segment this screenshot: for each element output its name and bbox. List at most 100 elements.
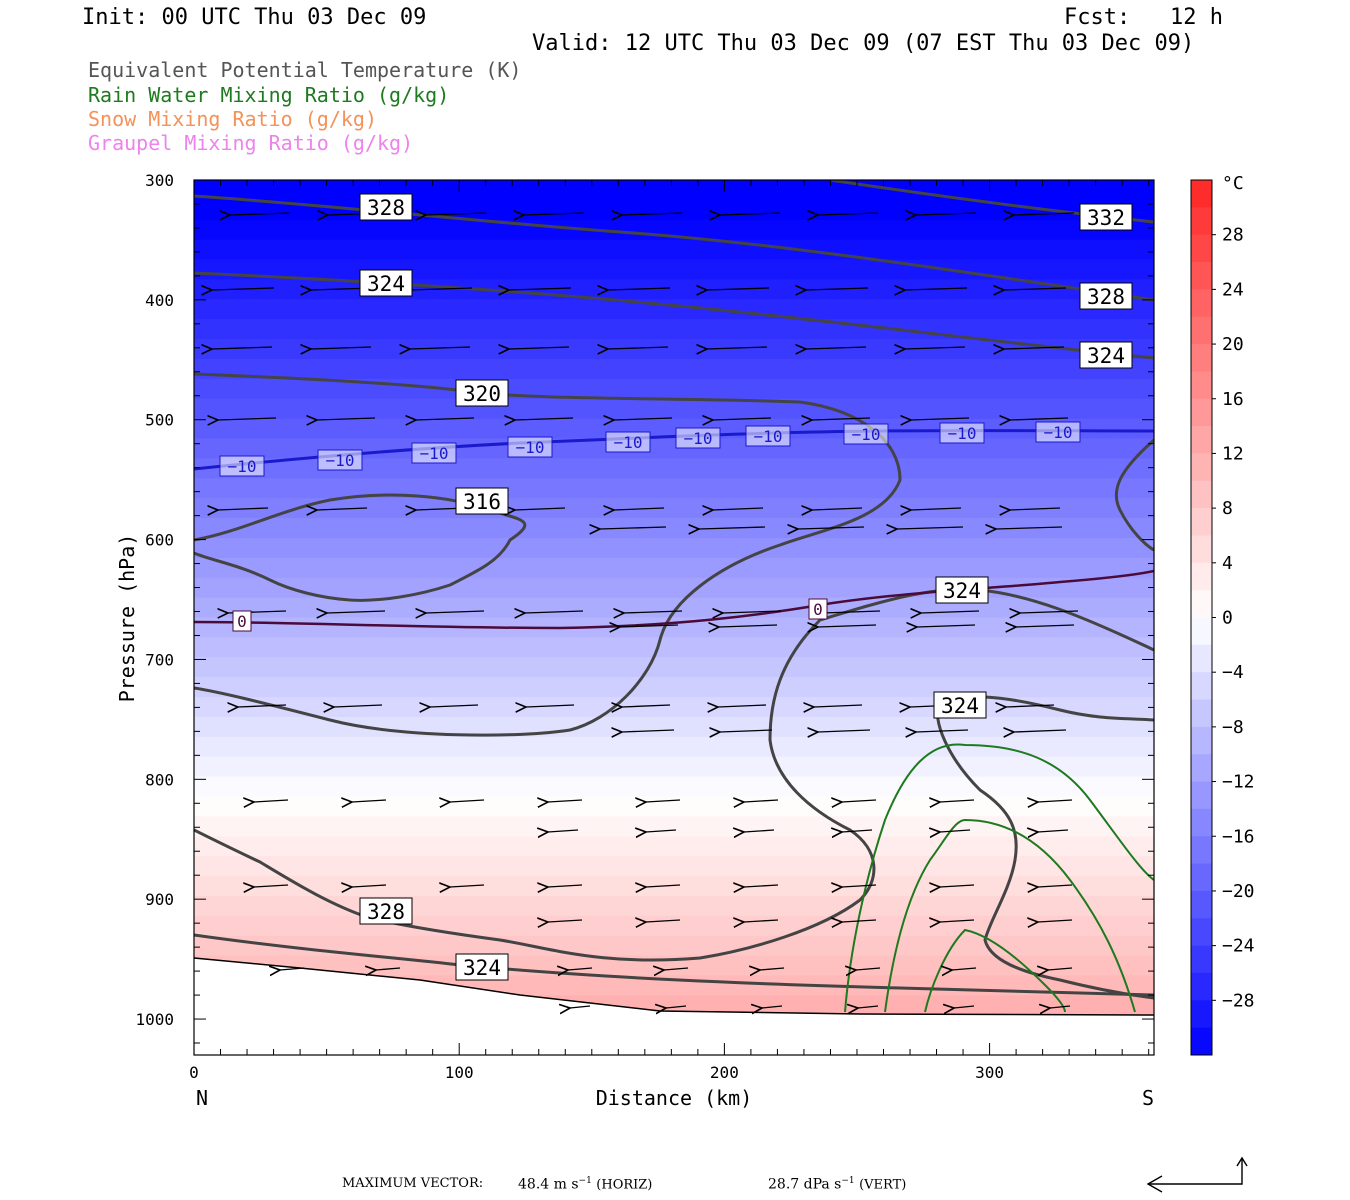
- wind-vector: [327, 611, 386, 613]
- wind-vector: [1016, 625, 1075, 627]
- wind-vector: [450, 885, 485, 887]
- temp-band: [194, 597, 1154, 619]
- wind-vector: [430, 705, 479, 707]
- wind-vector: [940, 885, 975, 887]
- colorbar-tick-label: −24: [1222, 936, 1255, 957]
- wind-vector: [352, 800, 387, 802]
- forecast-hour: 12 h: [1170, 5, 1223, 30]
- colorbar-tick-label: 24: [1222, 279, 1244, 300]
- wind-vector: [911, 418, 970, 420]
- svg-text:332: 332: [1087, 206, 1125, 230]
- wind-vector: [238, 705, 287, 707]
- x-axis: 0 100 200 300: [189, 180, 1150, 1082]
- wind-vector: [570, 1006, 591, 1008]
- colorbar-tick-label: 20: [1222, 334, 1244, 355]
- wind-vector: [1038, 885, 1073, 887]
- wind-vector: [818, 730, 871, 732]
- wind-vector: [1038, 920, 1073, 922]
- theta-e-label: 320: [455, 379, 509, 407]
- isotherm-label-minus10: −10: [745, 425, 791, 447]
- temp-band: [194, 398, 1154, 420]
- colorbar-tick-label: −16: [1222, 826, 1255, 847]
- wind-vector: [1020, 611, 1079, 613]
- wind-vector: [858, 1006, 879, 1008]
- wind-vector: [509, 288, 572, 290]
- rain-water-contours: [844, 743, 1154, 1013]
- wind-vector: [1038, 830, 1069, 832]
- wind-vector: [719, 625, 778, 627]
- valid-time: Valid: 12 UTC Thu 03 Dec 09 (07 EST Thu …: [532, 31, 1195, 56]
- colorbar-tick-label: 12: [1222, 443, 1244, 464]
- colorbar-step: [1191, 972, 1212, 1001]
- svg-text:−10: −10: [684, 429, 713, 448]
- svg-text:324: 324: [941, 694, 979, 718]
- temp-band: [194, 458, 1154, 480]
- colorbar-step: [1191, 207, 1212, 236]
- svg-text:−10: −10: [516, 438, 545, 457]
- y-tick-label: 300: [145, 171, 174, 190]
- wind-vector: [254, 885, 289, 887]
- rain-contour-mid: [884, 818, 1136, 1013]
- temp-band: [194, 299, 1154, 321]
- colorbar-tick-label: −4: [1222, 662, 1244, 683]
- wind-vector: [410, 288, 473, 290]
- temp-band: [194, 935, 1154, 957]
- colorbar-tick-label: −28: [1222, 990, 1255, 1011]
- wind-vector: [664, 968, 689, 970]
- wind-vector: [218, 508, 269, 510]
- temp-band: [194, 617, 1154, 639]
- svg-text:324: 324: [367, 272, 405, 296]
- temp-band: [194, 697, 1154, 718]
- plot-frame: [193, 179, 1155, 1056]
- wind-vector: [812, 508, 863, 510]
- colorbar-step: [1191, 781, 1212, 810]
- wind-vector: [410, 347, 471, 349]
- wind-vector: [317, 508, 368, 510]
- theta-e-line-316: [194, 493, 527, 602]
- temp-band: [194, 637, 1154, 659]
- colorbar-step: [1191, 562, 1212, 591]
- wind-vector: [1050, 1006, 1071, 1008]
- temp-band: [194, 339, 1154, 360]
- wind-vector: [744, 885, 779, 887]
- wind-vector: [317, 418, 376, 420]
- wind-vector: [624, 611, 683, 613]
- colorbar-tick-label: 28: [1222, 225, 1244, 246]
- wind-vector: [720, 730, 773, 732]
- y-tick-label: 600: [145, 531, 174, 550]
- colorbar-unit: °C: [1222, 173, 1244, 194]
- wind-vector: [515, 418, 574, 420]
- isotherm-label-minus10: −10: [1035, 421, 1081, 443]
- legend-graupel: Graupel Mixing Ratio (g/kg): [88, 131, 414, 155]
- wind-vector: [905, 288, 968, 290]
- wind-vector: [760, 968, 785, 970]
- wind-vector: [548, 830, 579, 832]
- wind-vector: [548, 800, 583, 802]
- colorbar-step: [1191, 644, 1212, 673]
- colorbar-tick-label: 8: [1222, 498, 1233, 519]
- x-tick-label: 300: [975, 1063, 1004, 1082]
- wind-vector: [376, 968, 401, 970]
- theta-e-line-324-lower: [194, 933, 1154, 997]
- wind-vector: [996, 527, 1063, 529]
- wind-vector: [921, 611, 980, 613]
- colorbar-tick-label: 4: [1222, 553, 1233, 574]
- isotherm-label-zero: 0: [232, 610, 252, 632]
- y-tick-label: 900: [145, 890, 174, 909]
- wind-vector: [622, 705, 671, 707]
- colorbar: 28 24 20 16 12 8 4 0 −4 −8 −12 −16 −20 −24 −28: [1190, 179, 1255, 1056]
- colorbar-tick-label: −20: [1222, 881, 1255, 902]
- theta-e-label: 324: [455, 953, 509, 981]
- wind-vector: [723, 611, 782, 613]
- wind-vector: [952, 968, 977, 970]
- wind-vector: [911, 508, 962, 510]
- svg-text:316: 316: [463, 490, 501, 514]
- temp-band: [194, 657, 1154, 679]
- colorbar-step: [1191, 234, 1212, 263]
- temp-band: [194, 756, 1154, 778]
- wind-vector: [812, 418, 871, 420]
- svg-text:−10: −10: [420, 444, 449, 463]
- temp-band: [194, 358, 1154, 380]
- rain-contour-inner: [924, 928, 1066, 1013]
- temp-band: [194, 478, 1154, 500]
